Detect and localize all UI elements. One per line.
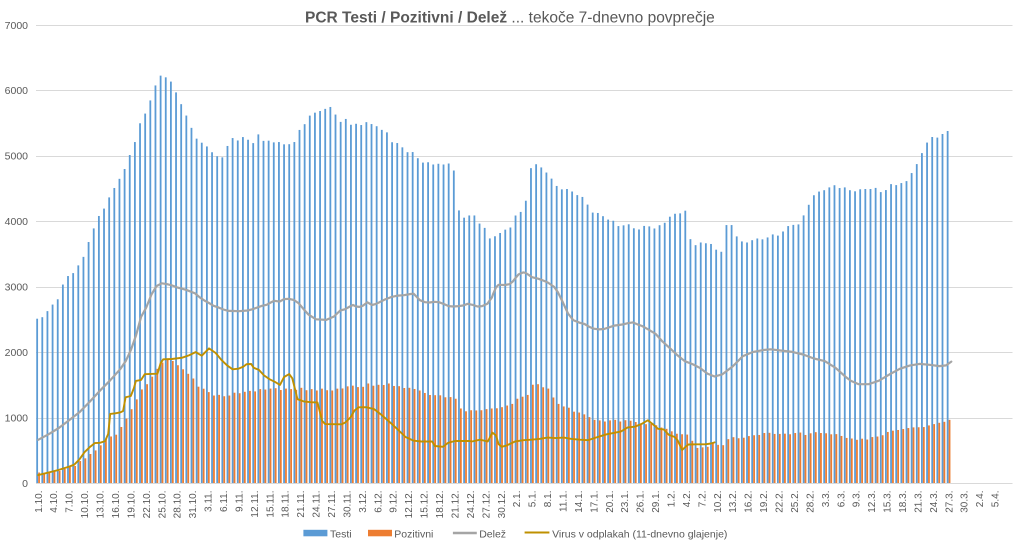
svg-text:18.12.: 18.12. — [435, 491, 446, 519]
svg-text:4.10.: 4.10. — [49, 491, 60, 513]
svg-text:24.11.: 24.11. — [312, 491, 323, 518]
svg-text:9.11.: 9.11. — [234, 491, 245, 513]
svg-text:30.12.: 30.12. — [497, 491, 508, 519]
svg-text:15.3.: 15.3. — [883, 491, 894, 513]
svg-text:28.2.: 28.2. — [805, 491, 816, 513]
svg-text:31.10.: 31.10. — [188, 491, 199, 519]
svg-text:Pozitivni: Pozitivni — [394, 528, 433, 540]
svg-text:7000: 7000 — [5, 20, 29, 32]
svg-text:16.2.: 16.2. — [744, 491, 755, 513]
svg-text:0: 0 — [22, 478, 28, 490]
svg-text:PCR Testi / Pozitivni / Delež: PCR Testi / Pozitivni / Delež ... tekoče… — [305, 10, 715, 27]
svg-text:12.11.: 12.11. — [250, 491, 261, 518]
svg-text:28.10.: 28.10. — [173, 491, 184, 519]
svg-text:27.12.: 27.12. — [481, 491, 492, 519]
svg-text:20.1.: 20.1. — [605, 491, 616, 513]
svg-text:Testi: Testi — [330, 528, 352, 540]
svg-text:19.10.: 19.10. — [126, 491, 137, 519]
svg-text:7.10.: 7.10. — [65, 491, 76, 513]
svg-text:4000: 4000 — [5, 216, 29, 228]
svg-text:18.11.: 18.11. — [281, 491, 292, 518]
svg-text:22.2.: 22.2. — [775, 491, 786, 513]
svg-text:30.3.: 30.3. — [960, 491, 971, 513]
svg-text:3000: 3000 — [5, 282, 29, 294]
svg-text:15.11.: 15.11. — [265, 491, 276, 518]
svg-text:24.12.: 24.12. — [466, 491, 477, 519]
svg-text:5.4.: 5.4. — [991, 491, 1002, 508]
svg-text:3.11.: 3.11. — [204, 491, 215, 513]
svg-text:16.10.: 16.10. — [111, 491, 122, 519]
svg-text:6.3.: 6.3. — [836, 491, 847, 508]
svg-text:21.11.: 21.11. — [296, 491, 307, 518]
svg-text:18.3.: 18.3. — [898, 491, 909, 513]
svg-text:12.12.: 12.12. — [404, 491, 415, 519]
svg-text:9.12.: 9.12. — [389, 491, 400, 513]
svg-text:27.3.: 27.3. — [944, 491, 955, 513]
svg-text:27.11.: 27.11. — [327, 491, 338, 518]
svg-text:13.10.: 13.10. — [96, 491, 107, 519]
svg-text:22.10.: 22.10. — [142, 491, 153, 519]
svg-text:14.1.: 14.1. — [574, 491, 585, 513]
svg-text:8.1.: 8.1. — [543, 491, 554, 508]
svg-text:1.2.: 1.2. — [667, 491, 678, 508]
svg-text:17.1.: 17.1. — [589, 491, 600, 513]
svg-text:24.3.: 24.3. — [929, 491, 940, 513]
svg-text:6.12.: 6.12. — [373, 491, 384, 513]
svg-text:5000: 5000 — [5, 151, 29, 163]
svg-text:Delež: Delež — [479, 528, 506, 540]
svg-text:21.12.: 21.12. — [451, 491, 462, 519]
svg-text:6.11.: 6.11. — [219, 491, 230, 513]
svg-text:1000: 1000 — [5, 412, 29, 424]
svg-text:25.2.: 25.2. — [790, 491, 801, 513]
svg-text:30.11.: 30.11. — [342, 491, 353, 518]
svg-text:1.10.: 1.10. — [34, 491, 45, 513]
svg-text:6000: 6000 — [5, 85, 29, 97]
svg-text:13.2.: 13.2. — [728, 491, 739, 513]
svg-text:23.1.: 23.1. — [620, 491, 631, 513]
svg-text:7.2.: 7.2. — [697, 491, 708, 508]
svg-text:29.1.: 29.1. — [651, 491, 662, 513]
svg-text:10.10.: 10.10. — [80, 491, 91, 519]
svg-text:5.1.: 5.1. — [528, 491, 539, 508]
svg-text:25.10.: 25.10. — [157, 491, 168, 519]
svg-text:3.3.: 3.3. — [821, 491, 832, 508]
svg-text:12.3.: 12.3. — [867, 491, 878, 513]
svg-text:2.1.: 2.1. — [512, 491, 523, 508]
svg-text:9.3.: 9.3. — [852, 491, 863, 508]
svg-text:15.12.: 15.12. — [420, 491, 431, 519]
svg-text:Virus v odplakah (11-dnevno gl: Virus v odplakah (11-dnevno glajenje) — [552, 528, 727, 540]
svg-text:26.1.: 26.1. — [636, 491, 647, 513]
svg-text:2.4.: 2.4. — [975, 491, 986, 508]
svg-text:10.2.: 10.2. — [713, 491, 724, 513]
svg-text:3.12.: 3.12. — [358, 491, 369, 513]
svg-text:19.2.: 19.2. — [759, 491, 770, 513]
svg-text:4.2.: 4.2. — [682, 491, 693, 508]
svg-text:11.1.: 11.1. — [559, 491, 570, 513]
svg-text:21.3.: 21.3. — [913, 491, 924, 513]
svg-text:2000: 2000 — [5, 347, 29, 359]
